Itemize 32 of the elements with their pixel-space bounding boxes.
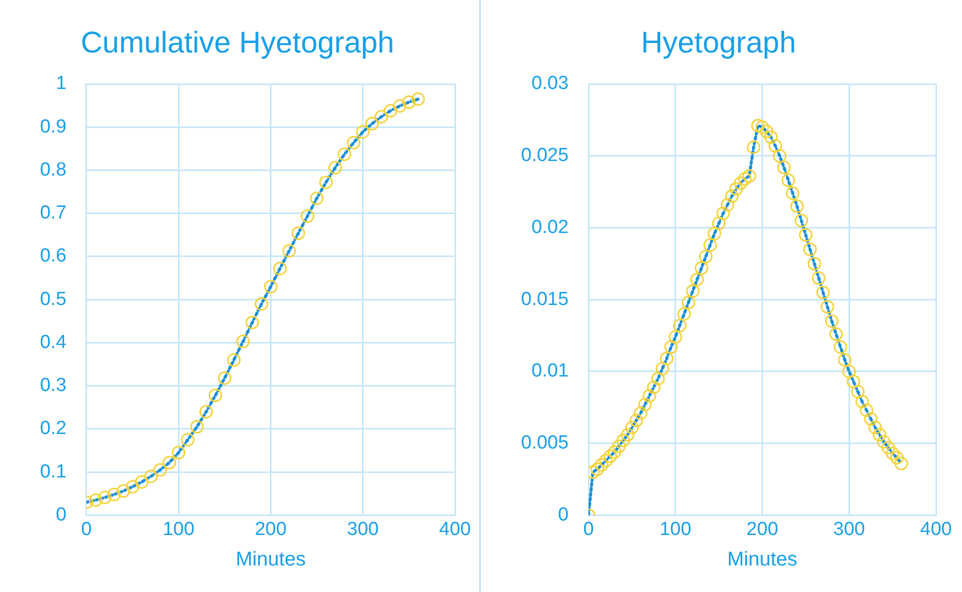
x-tick-label: 400 xyxy=(439,518,471,540)
y-tick-label: 0.03 xyxy=(532,73,569,94)
x-tick-label: 300 xyxy=(347,518,379,540)
x-tick-label: 400 xyxy=(920,518,952,540)
y-tick-label: 0.6 xyxy=(40,246,66,267)
x-tick-label: 200 xyxy=(254,518,287,540)
y-tick-label: 0.7 xyxy=(40,202,66,224)
y-tick-label: 0 xyxy=(558,504,569,526)
y-tick-label: 0.005 xyxy=(521,432,569,454)
y-tick-label: 0.4 xyxy=(40,332,67,353)
chart-title: Hyetograph xyxy=(640,26,796,60)
y-tick-label: 0.015 xyxy=(521,288,569,310)
y-tick-label: 0.8 xyxy=(40,159,66,180)
y-tick-label: 0.2 xyxy=(40,418,66,440)
x-axis-title: Minutes xyxy=(236,548,306,571)
x-axis-title: Minutes xyxy=(727,548,798,571)
y-tick-label: 0.02 xyxy=(532,216,569,238)
x-tick-label: 200 xyxy=(746,518,778,540)
chart-title: Cumulative Hyetograph xyxy=(80,26,394,60)
y-tick-label: 0.5 xyxy=(40,288,66,310)
y-tick-label: 0.1 xyxy=(40,461,66,482)
x-tick-label: 0 xyxy=(81,518,92,540)
x-tick-label: 100 xyxy=(660,518,692,540)
y-tick-label: 0.3 xyxy=(40,375,66,396)
y-tick-label: 0.01 xyxy=(532,360,569,382)
x-tick-label: 300 xyxy=(833,518,865,540)
y-tick-label: 0.9 xyxy=(40,116,66,138)
y-tick-label: 0.025 xyxy=(521,145,569,166)
y-tick-label: 1 xyxy=(56,73,66,94)
y-tick-label: 0 xyxy=(56,504,66,526)
x-tick-label: 100 xyxy=(162,518,194,540)
x-tick-label: 0 xyxy=(583,518,594,540)
